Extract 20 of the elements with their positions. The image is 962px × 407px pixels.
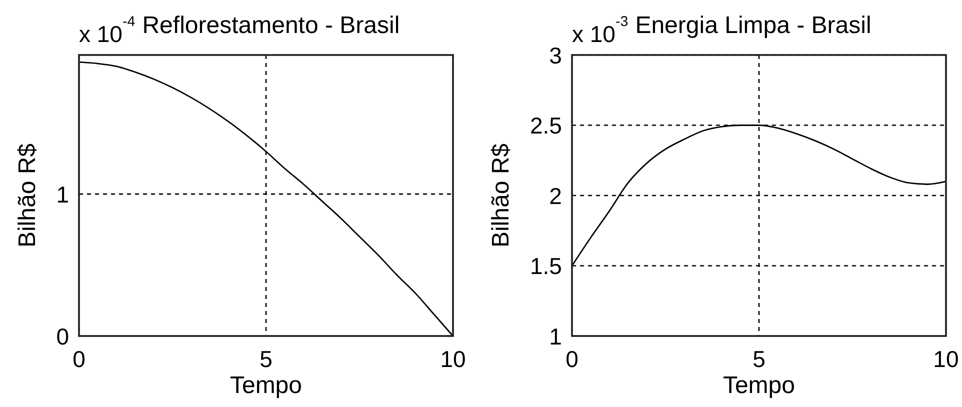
x-tick-label: 10: [933, 346, 959, 372]
y-tick-label: 1.5: [530, 253, 562, 280]
y-tick-label: 2: [549, 182, 562, 209]
y-tick-label: 3: [549, 42, 562, 68]
chart-title: Reflorestamento - Brasil: [142, 12, 400, 39]
x-tick-label: 10: [440, 346, 466, 372]
x-axis-title: Tempo: [722, 372, 796, 399]
y-axis-title: Bilhão R$: [14, 143, 41, 248]
x-tick-label: 0: [72, 346, 86, 372]
y-axis-title: Bilhão R$: [488, 143, 515, 248]
text: x 10$^{-3}$: [572, 14, 628, 47]
chart-title: Energia Limpa - Brasil: [635, 12, 872, 39]
x-axis-title: Tempo: [230, 372, 302, 399]
y-tick-label: 1: [56, 181, 69, 208]
text: x 10$^{-4}$: [78, 14, 136, 47]
x-tick-label: 5: [260, 346, 272, 372]
x-tick-label: 0: [566, 346, 578, 372]
y-tick-label: 1: [549, 323, 562, 350]
y-tick-label: 2.5: [530, 112, 562, 139]
x-tick-label: 5: [752, 346, 766, 372]
